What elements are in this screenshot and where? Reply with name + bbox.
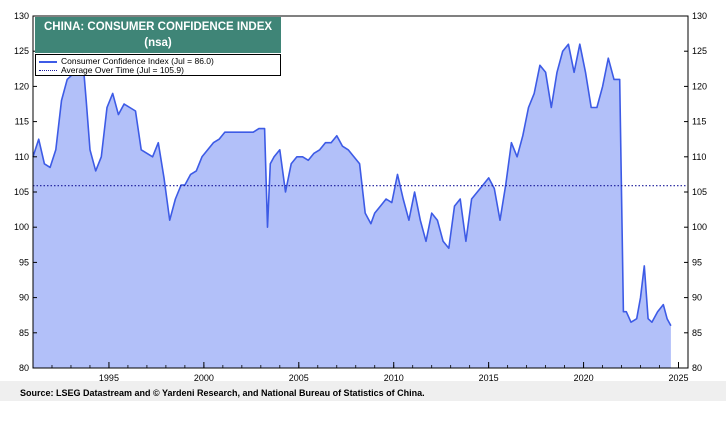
y-tick-label-left: 95 — [19, 257, 29, 267]
y-tick-label-right: 95 — [692, 257, 702, 267]
legend-label-average: Average Over Time (Jul = 105.9) — [61, 65, 184, 75]
y-tick-label-left: 115 — [15, 117, 29, 127]
x-tick-label: 1995 — [99, 373, 119, 383]
x-tick-label: 2010 — [384, 373, 404, 383]
footer-band — [0, 381, 726, 401]
y-tick-label-right: 130 — [692, 11, 707, 21]
legend-swatch-index — [39, 60, 57, 63]
y-tick-label-left: 80 — [19, 363, 29, 373]
source-note: Source: LSEG Datastream and © Yardeni Re… — [20, 388, 425, 398]
y-tick-label-left: 100 — [14, 222, 29, 232]
series-line-consumer-confidence — [32, 43, 672, 327]
x-tick-label: 2020 — [574, 373, 594, 383]
legend-item-index: Consumer Confidence Index (Jul = 86.0) — [39, 56, 214, 66]
y-tick-label-right: 80 — [692, 363, 702, 373]
legend-label-index: Consumer Confidence Index (Jul = 86.0) — [61, 56, 214, 66]
x-tick-label: 2015 — [479, 373, 499, 383]
y-tick-label-right: 85 — [692, 328, 702, 338]
chart-subtitle: (nsa) — [144, 37, 172, 49]
y-tick-label-left: 90 — [19, 293, 29, 303]
y-tick-label-right: 115 — [692, 117, 706, 127]
y-tick-label-right: 105 — [692, 187, 707, 197]
legend-item-average: Average Over Time (Jul = 105.9) — [39, 65, 184, 75]
x-tick-label: 2005 — [289, 373, 309, 383]
chart-legend: Consumer Confidence Index (Jul = 86.0) A… — [35, 54, 281, 76]
chart-title-box: CHINA: CONSUMER CONFIDENCE INDEX (nsa) — [35, 17, 281, 53]
x-tick-label: 2025 — [668, 373, 688, 383]
y-tick-label-right: 100 — [692, 222, 707, 232]
y-tick-label-right: 90 — [692, 293, 702, 303]
y-tick-label-right: 125 — [692, 46, 707, 56]
y-tick-label-left: 120 — [14, 81, 29, 91]
y-tick-label-right: 120 — [692, 81, 707, 91]
y-tick-label-left: 110 — [15, 152, 29, 162]
series-area-consumer-confidence — [33, 44, 671, 368]
legend-swatch-average — [39, 70, 57, 72]
y-tick-label-left: 130 — [14, 11, 29, 21]
y-tick-label-left: 85 — [19, 328, 29, 338]
y-tick-label-left: 125 — [14, 46, 29, 56]
chart-title: CHINA: CONSUMER CONFIDENCE INDEX — [43, 21, 273, 33]
x-tick-label: 2000 — [194, 373, 214, 383]
y-tick-label-right: 110 — [692, 152, 706, 162]
y-tick-label-left: 105 — [14, 187, 29, 197]
